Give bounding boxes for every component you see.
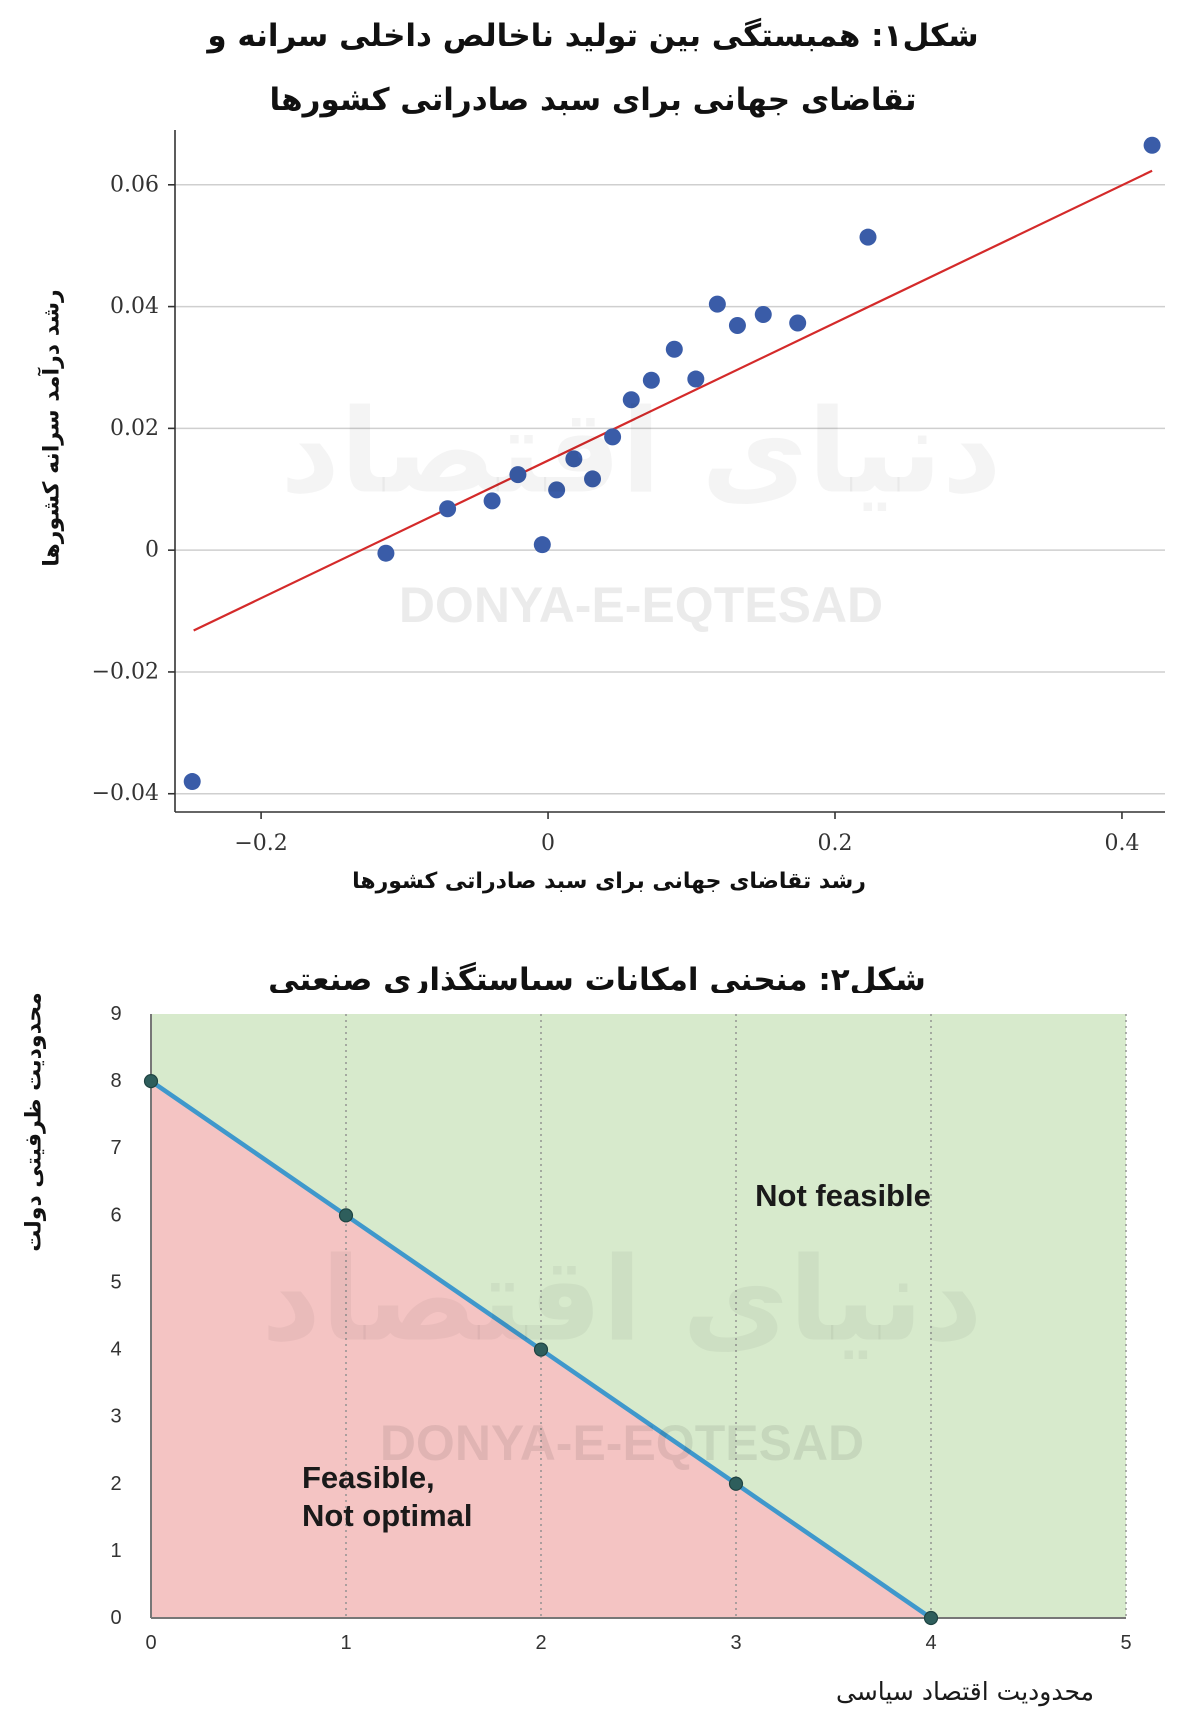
chart-2-x-tick-label: 1: [340, 1632, 351, 1654]
chart-1-y-axis-label: رشد درآمد سرانه کشورها: [37, 289, 65, 566]
chart-1-y-tick-label: 0.06: [110, 172, 159, 197]
chart-2-y-tick-label: 9: [110, 1003, 121, 1025]
chart-2-y-tick-label: 1: [110, 1540, 121, 1562]
chart-1-watermark: دنیای اقتصاد DONYA-E-EQTESAD: [280, 385, 1001, 634]
chart-1-data-point: [1143, 136, 1161, 154]
chart-2-plot-marks: [143, 1074, 939, 1626]
chart-2-y-tick-label: 7: [110, 1137, 121, 1159]
chart-2-gridlines: [345, 1014, 1127, 1618]
chart-2-x-tick-label: 5: [1120, 1632, 1131, 1654]
chart-1-trend-line: [193, 169, 1153, 632]
chart-2-y-tick-label: 4: [110, 1339, 121, 1361]
chart-1-y-tick-label: 0.04: [110, 294, 159, 319]
feasible-label-line-2: Not optimal: [302, 1498, 473, 1533]
chart-2-y-tick-label: 0: [110, 1607, 121, 1629]
watermark-logo-text: دنیای اقتصاد: [280, 385, 1001, 520]
chart-2-title-clip: شکل۲: منحنی امکانات سیاستگذاری صنعتی: [268, 961, 926, 998]
chart-1-data-point: [708, 295, 726, 313]
chart-1-x-ticks: −0.2 0 0.2 0.4: [234, 812, 1139, 856]
chart-1-data-point: [859, 228, 877, 246]
chart-1-data-point: [533, 536, 551, 554]
chart-1-data-point: [665, 340, 683, 358]
chart-1-data-point: [642, 371, 660, 389]
chart-2-data-point: [923, 1610, 939, 1626]
feasible-label-line-1: Feasible,: [302, 1460, 435, 1495]
chart-2-x-ticks: 0 1 2 3 4 5: [145, 1632, 1131, 1654]
watermark-logo-text: دنیای اقتصاد: [261, 1233, 982, 1368]
chart-2-y-tick-label: 5: [110, 1271, 121, 1293]
chart-1-data-point: [622, 391, 640, 409]
chart-1-data-point: [377, 544, 395, 562]
chart-2-x-tick-label: 3: [730, 1632, 741, 1654]
chart-1-y-tick-label: −0.04: [92, 781, 159, 806]
chart-1-y-tick-label: 0.02: [110, 416, 159, 441]
chart-2-data-point: [533, 1342, 549, 1357]
chart-2-y-tick-label: 3: [110, 1406, 121, 1428]
chart-2-x-tick-label: 0: [145, 1632, 156, 1654]
chart-2-y-tick-label: 8: [110, 1070, 121, 1092]
chart-2-watermark: دنیای اقتصاد DONYA-E-EQTESAD: [261, 1233, 982, 1472]
chart-1-x-tick-label: 0.2: [818, 831, 853, 856]
chart-1: شکل۱: همبستگی بین تولید ناخالص داخلی سرا…: [37, 17, 1165, 894]
chart-1-title-line-1: شکل۱: همبستگی بین تولید ناخالص داخلی سرا…: [205, 17, 978, 54]
chart-1-data-point: [687, 370, 705, 388]
chart-1-x-axis-label: رشد تقاضای جهانی برای سبد صادراتی کشورها: [352, 869, 866, 894]
chart-2-data-point: [728, 1476, 744, 1491]
chart-1-y-tick-label: −0.02: [92, 659, 159, 684]
chart-2-y-tick-label: 2: [110, 1473, 121, 1495]
chart-1-data-point: [439, 500, 457, 518]
chart-1-data-point: [754, 306, 772, 324]
chart-2-data-point: [338, 1208, 354, 1223]
chart-2-title: شکل۲: منحنی امکانات سیاستگذاری صنعتی: [268, 961, 926, 998]
chart-1-data-point: [728, 316, 746, 334]
chart-1-y-ticks: −0.04 −0.02 0 0.02 0.04 0.06: [92, 172, 175, 806]
chart-1-data-point: [183, 773, 201, 791]
chart-2-y-tick-label: 6: [110, 1204, 121, 1226]
chart-1-title-line-2: تقاضای جهانی برای سبد صادراتی کشورها: [270, 82, 917, 118]
chart-2-y-axis-label: محدودیت ظرفیتی دولت: [22, 992, 47, 1252]
chart-1-data-point: [483, 492, 501, 510]
chart-1-x-tick-label: −0.2: [234, 831, 287, 856]
watermark-latin-text: DONYA-E-EQTESAD: [399, 577, 883, 633]
chart-1-gridlines: [175, 184, 1165, 795]
chart-1-data-point: [604, 428, 622, 446]
chart-1-x-tick-label: 0.4: [1104, 831, 1139, 856]
chart-2-y-ticks: 0 1 2 3 4 5 6 7 8 9: [110, 1003, 121, 1629]
chart-1-data-point: [565, 450, 583, 468]
chart-2-data-point: [143, 1074, 159, 1089]
not-feasible-label: Not feasible: [755, 1178, 931, 1213]
chart-1-data-point: [509, 466, 527, 484]
chart-1-data-point: [548, 481, 566, 499]
chart-1-x-tick-label: 0: [541, 831, 555, 856]
chart-1-data-point: [789, 314, 807, 332]
chart-2: شکل۲: منحنی امکانات سیاستگذاری صنعتی 0 1 2…: [22, 961, 1132, 1707]
chart-1-y-tick-label: 0: [145, 538, 159, 563]
chart-1-plot-marks: [183, 136, 1161, 791]
chart-1-data-point: [584, 470, 602, 488]
watermark-latin-text: DONYA-E-EQTESAD: [380, 1415, 864, 1471]
chart-2-x-axis-label: محدودیت اقتصاد سیاسی: [836, 1677, 1094, 1707]
chart-2-x-tick-label: 2: [535, 1632, 546, 1654]
chart-2-x-tick-label: 4: [925, 1632, 936, 1654]
